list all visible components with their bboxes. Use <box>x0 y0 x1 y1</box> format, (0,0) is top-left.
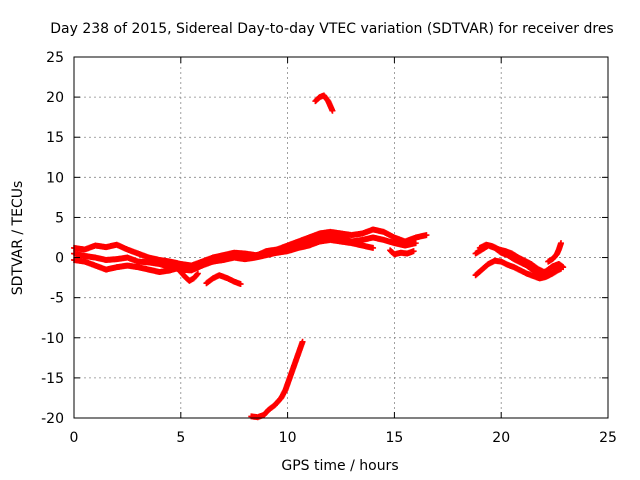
data-points <box>71 92 567 421</box>
series-afternoon-band-b <box>472 257 562 282</box>
x-axis-label: GPS time / hours <box>281 458 398 474</box>
data-point <box>558 265 565 272</box>
x-tick-label: 20 <box>492 430 510 446</box>
series-dip-near-5 <box>173 264 201 284</box>
y-tick-label: 10 <box>46 170 64 186</box>
plot-frame <box>73 56 609 419</box>
series-afternoon-band-c <box>476 241 565 277</box>
y-tick-label: -5 <box>50 291 64 307</box>
y-tick-label: 25 <box>46 50 64 66</box>
y-tick-label: -20 <box>41 411 64 427</box>
data-point <box>370 244 377 251</box>
series-upper-arc-11-12 <box>312 92 336 114</box>
x-tick-label: 10 <box>279 430 297 446</box>
chart-title: Day 238 of 2015, Sidereal Day-to-day VTE… <box>50 21 613 37</box>
x-tick-label: 5 <box>176 430 185 446</box>
series-middle-band <box>71 232 419 274</box>
x-tick-label: 25 <box>599 430 617 446</box>
y-tick-label: -15 <box>41 371 64 387</box>
series-segment-6-7 <box>203 272 244 288</box>
series-segment-15-16 <box>387 247 417 258</box>
data-point <box>412 240 419 247</box>
y-tick-label: 15 <box>46 130 64 146</box>
data-point <box>329 107 336 114</box>
y-tick-label: 5 <box>55 210 64 226</box>
x-tick-label: 0 <box>70 430 79 446</box>
x-tick-label: 15 <box>385 430 403 446</box>
y-tick-label: 0 <box>55 251 64 267</box>
series-spike-22-23 <box>545 240 565 265</box>
series-lower-ramp-8-11 <box>248 338 306 421</box>
y-axis-label: SDTVAR / TECUs <box>10 181 26 296</box>
y-tick-label: -10 <box>41 331 64 347</box>
data-point <box>194 271 201 278</box>
data-point <box>558 240 565 247</box>
data-point <box>237 281 244 288</box>
series-lower-band <box>71 236 377 275</box>
y-tick-label: 20 <box>46 90 64 106</box>
axes: 0 5 10 15 20 25 25 20 15 10 5 0 -5 -10 -15 -20 <box>41 50 617 446</box>
data-point <box>423 232 430 239</box>
data-point <box>299 338 306 345</box>
data-point <box>194 270 201 277</box>
data-point <box>410 248 417 255</box>
